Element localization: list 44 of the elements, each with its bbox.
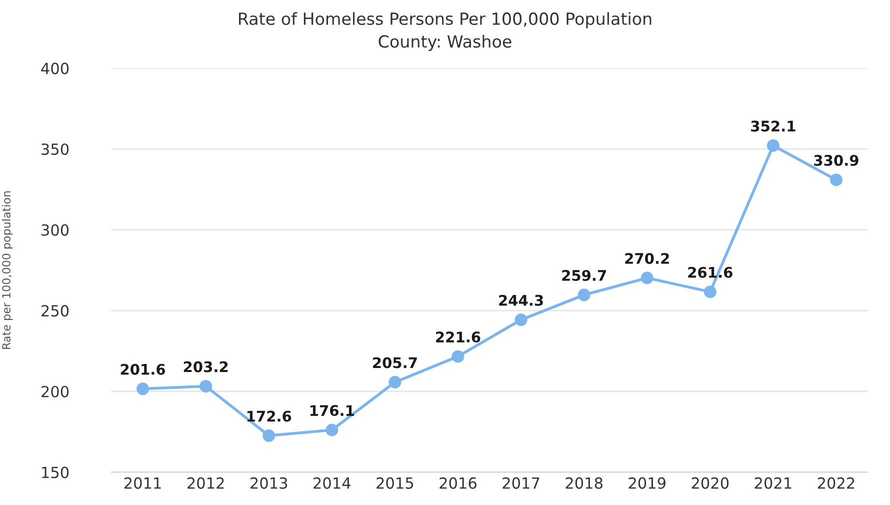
x-tick-label: 2019 xyxy=(628,477,666,489)
point xyxy=(136,382,150,396)
data-label: 201.6 xyxy=(120,364,166,375)
y-tick-label: 200 xyxy=(42,386,69,398)
x-tick-label: 2022 xyxy=(818,477,854,489)
x-tick-label: 2017 xyxy=(502,477,540,489)
point xyxy=(514,314,528,326)
point xyxy=(200,380,212,392)
x-tick-label: 2014 xyxy=(314,477,350,489)
x-tick-label: 2015 xyxy=(376,477,414,489)
y-tick-label: 150 xyxy=(42,466,69,478)
data-label: 259.7 xyxy=(562,270,606,281)
point xyxy=(640,272,654,284)
x-tick-label: 2016 xyxy=(440,477,476,489)
point xyxy=(704,286,716,298)
point xyxy=(766,139,780,152)
x-tick-label: 2013 xyxy=(250,477,288,489)
point xyxy=(262,429,276,442)
data-label: 270.2 xyxy=(625,252,669,264)
y-tick-label: 400 xyxy=(41,62,69,74)
point xyxy=(452,350,464,363)
x-tick-label: 2020 xyxy=(692,477,729,489)
y-tick-label: 350 xyxy=(42,143,69,155)
data-label: 352.1 xyxy=(751,120,796,132)
y-tick-label: 250 xyxy=(42,305,69,317)
x-tick-label: 2021 xyxy=(754,477,792,489)
point xyxy=(326,424,338,436)
x-tick-label: 2012 xyxy=(187,477,224,489)
chart-title: Rate of Homeless Persons Per 100,000 Population xyxy=(239,12,652,28)
x-tick-label: 2018 xyxy=(566,477,602,489)
data-label: 172.6 xyxy=(247,410,292,422)
point xyxy=(578,288,590,302)
data-label: 176.1 xyxy=(310,405,354,416)
data-label: 330.9 xyxy=(814,154,858,166)
data-label: 244.3 xyxy=(499,294,543,306)
x-tick-label: 2011 xyxy=(124,477,161,489)
data-label: 203.2 xyxy=(184,361,228,372)
y-tick-label: 300 xyxy=(42,224,69,236)
y-axis-title: Rate per 100,000 population xyxy=(2,191,13,349)
data-label: 205.7 xyxy=(373,357,417,368)
chart-subtitle: County: Washoe xyxy=(378,34,512,51)
data-label: 221.6 xyxy=(436,332,480,343)
point xyxy=(830,174,842,186)
point xyxy=(388,376,402,388)
